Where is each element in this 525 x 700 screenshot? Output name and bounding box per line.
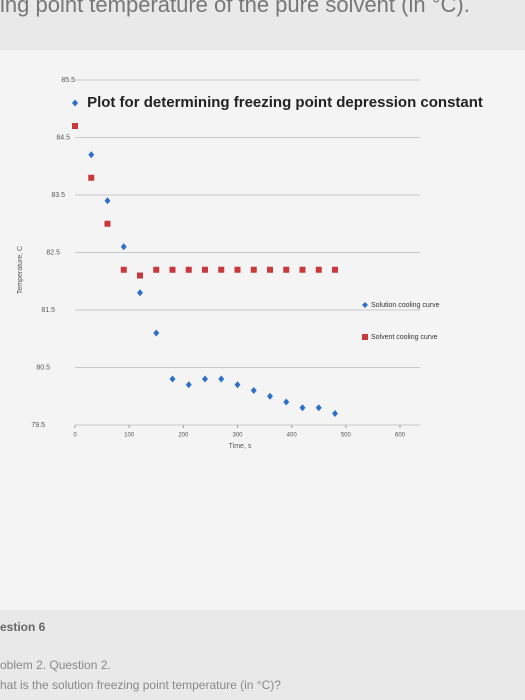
x-tick-label: 400 [287,433,298,439]
data-point [332,410,338,417]
data-point [153,329,160,337]
chart: Plot for determining freezing point depr… [0,50,525,610]
data-point [120,243,127,251]
data-point [250,387,257,394]
data-point [88,174,95,181]
data-point [72,99,78,107]
y-axis-label: Temperature, C [17,246,24,294]
data-point [202,266,208,273]
data-point [234,381,241,389]
data-point [202,375,208,383]
data-point [267,392,273,400]
legend-label: Solvent cooling curve [371,334,438,341]
data-point [169,375,176,383]
chart-title: Plot for determining freezing point depr… [87,94,483,111]
x-tick-label: 100 [124,433,135,439]
data-point [267,266,273,273]
legend-label: Solution cooling curve [371,302,440,309]
y-tick-label: 80.5 [36,364,50,371]
data-point [315,404,322,412]
y-tick-label: 84.5 [56,134,70,141]
data-point [153,266,160,273]
data-point [72,123,78,129]
section-label: estion 6 [0,620,46,634]
data-point [299,266,306,273]
y-tick-label: 85.5 [61,77,75,84]
x-tick-label: 600 [395,433,406,439]
data-point [283,266,290,273]
data-point [283,398,290,406]
header-text: ing point temperature of the pure solven… [0,0,470,17]
data-point [185,381,192,389]
y-tick-label: 81.5 [41,307,55,314]
data-point [218,375,225,383]
data-point [137,272,143,279]
data-point [332,266,338,273]
data-point [250,266,257,273]
legend-marker [362,334,368,340]
y-tick-label: 79.5 [31,422,45,429]
data-point [185,266,192,273]
data-point [169,266,176,273]
data-point [218,266,225,273]
x-axis-label: Time, s [229,443,252,450]
data-point [88,151,95,159]
data-point [315,266,322,273]
y-tick-label: 83.5 [51,192,65,199]
data-point [234,266,241,273]
x-tick-label: 200 [178,433,189,439]
data-point [104,197,111,205]
x-tick-label: 0 [73,433,77,439]
data-point [120,266,127,273]
x-tick-label: 300 [232,433,243,439]
legend-marker [362,302,368,308]
x-tick-label: 500 [341,433,352,439]
data-point [137,289,143,297]
problem-label: oblem 2. Question 2. [0,658,111,672]
chart-background [0,50,525,610]
data-point [299,404,306,412]
question-text: hat is the solution freezing point tempe… [0,678,281,692]
data-point [104,220,111,227]
y-tick-label: 82.5 [46,249,60,256]
